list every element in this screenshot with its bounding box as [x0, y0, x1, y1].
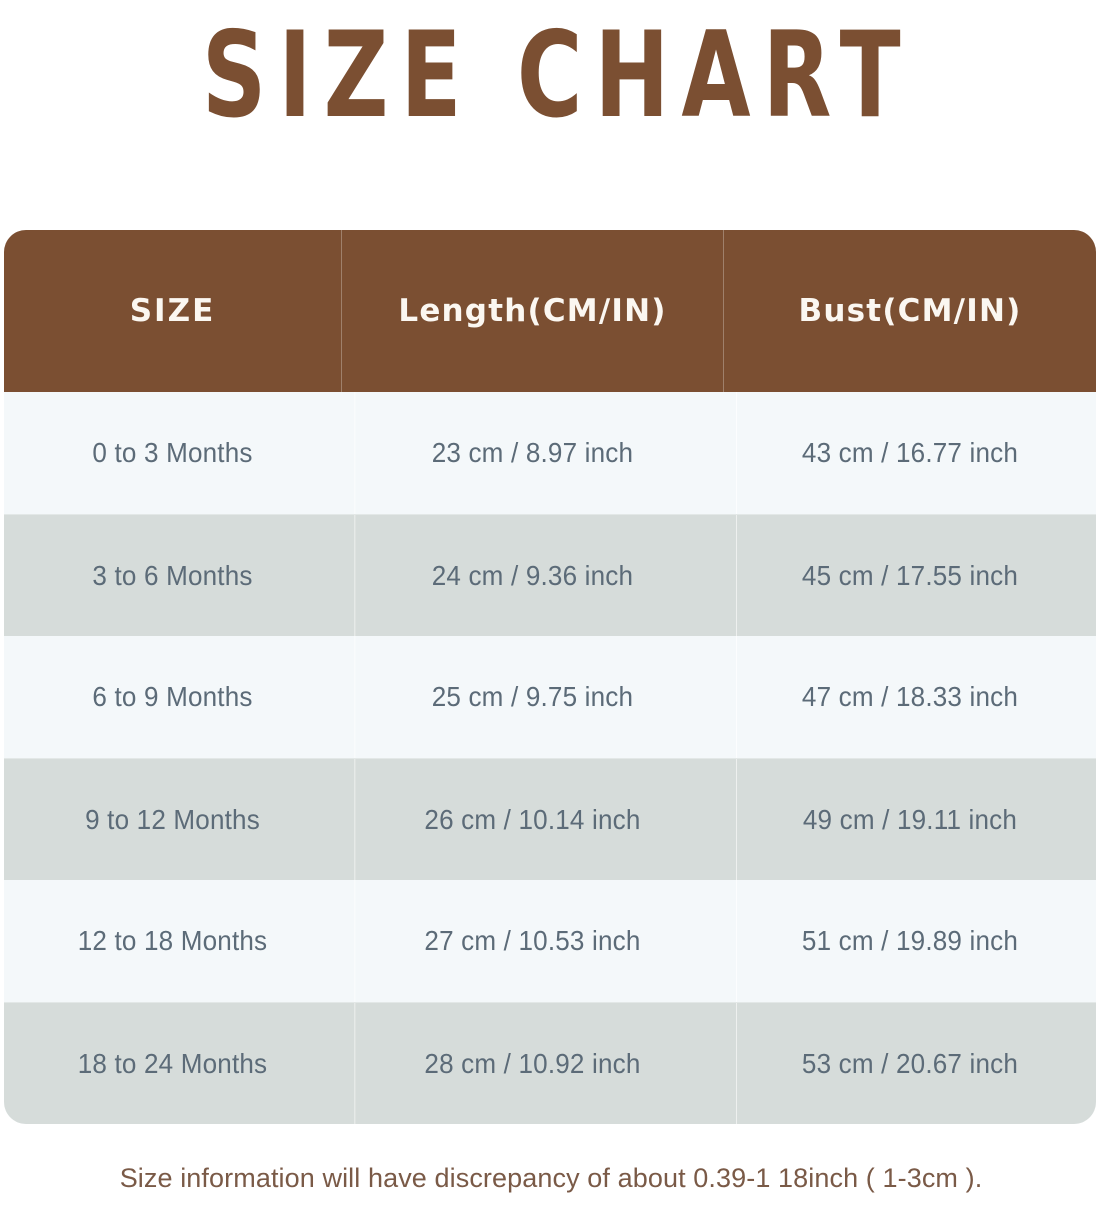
cell-bust: 45 cm / 17.55 inch	[736, 515, 1083, 636]
table-row: 3 to 6 Months 24 cm / 9.36 inch 45 cm / …	[4, 514, 1096, 636]
cell-bust: 49 cm / 19.11 inch	[736, 759, 1083, 880]
cell-size: 12 to 18 Months	[77, 925, 268, 956]
cell-length: 26 cm / 10.14 inch	[354, 759, 709, 880]
cell-length: 25 cm / 9.75 inch	[354, 636, 709, 758]
cell-size: 0 to 3 Months	[92, 437, 253, 468]
table-header-row: SIZE Length(CM/IN) Bust(CM/IN)	[4, 230, 1096, 392]
cell-bust: 53 cm / 20.67 inch	[736, 1003, 1083, 1124]
page-title-container: SIZE CHART	[0, 0, 1102, 150]
table-row: 12 to 18 Months 27 cm / 10.53 inch 51 cm…	[4, 880, 1096, 1002]
cell-size: 6 to 9 Months	[92, 681, 253, 712]
column-header-bust: Bust(CM/IN)	[723, 230, 1096, 392]
cell-bust: 51 cm / 19.89 inch	[736, 880, 1083, 1002]
size-discrepancy-note: Size information will have discrepancy o…	[119, 1163, 983, 1193]
column-header-length: Length(CM/IN)	[341, 230, 723, 392]
table-row: 0 to 3 Months 23 cm / 8.97 inch 43 cm / …	[4, 392, 1096, 514]
cell-length: 27 cm / 10.53 inch	[354, 880, 709, 1002]
cell-size: 18 to 24 Months	[77, 1047, 268, 1079]
size-chart-table: SIZE Length(CM/IN) Bust(CM/IN) 0 to 3 Mo…	[4, 230, 1096, 1124]
cell-length: 24 cm / 9.36 inch	[354, 515, 709, 636]
cell-length: 28 cm / 10.92 inch	[354, 1003, 709, 1124]
cell-length: 23 cm / 8.97 inch	[354, 392, 709, 514]
cell-size: 3 to 6 Months	[92, 559, 253, 591]
table-row: 6 to 9 Months 25 cm / 9.75 inch 47 cm / …	[4, 636, 1096, 758]
table-row: 18 to 24 Months 28 cm / 10.92 inch 53 cm…	[4, 1002, 1096, 1124]
cell-size: 9 to 12 Months	[85, 803, 260, 835]
table-row: 9 to 12 Months 26 cm / 10.14 inch 49 cm …	[4, 758, 1096, 880]
column-header-size: SIZE	[129, 293, 216, 329]
page-title: SIZE CHART	[201, 5, 913, 145]
cell-bust: 47 cm / 18.33 inch	[736, 636, 1083, 758]
cell-bust: 43 cm / 16.77 inch	[736, 392, 1083, 514]
